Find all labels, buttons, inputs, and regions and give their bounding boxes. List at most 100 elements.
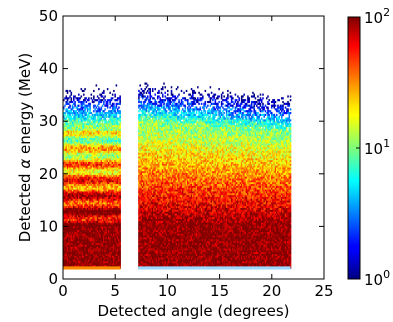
heatmap-cell xyxy=(75,189,78,192)
heatmap-cell xyxy=(119,181,121,185)
heatmap-cell xyxy=(83,191,85,194)
heatmap-cell xyxy=(79,226,81,229)
heatmap-cell xyxy=(79,146,81,150)
heatmap-cell xyxy=(71,262,74,266)
heatmap-cell xyxy=(76,213,79,216)
heatmap-cell xyxy=(80,242,83,245)
heatmap-cell xyxy=(71,181,74,185)
heatmap-cell xyxy=(63,220,65,223)
heatmap-cell xyxy=(119,135,121,139)
heatmap-cell xyxy=(76,240,79,244)
heatmap-cell xyxy=(71,123,74,126)
heatmap-cell xyxy=(103,89,105,93)
heatmap-cell xyxy=(84,132,86,135)
heatmap-cell xyxy=(79,150,81,153)
heatmap-cell xyxy=(66,194,69,197)
heatmap-cell xyxy=(81,180,84,183)
heatmap-cell xyxy=(78,137,80,140)
heatmap-cell xyxy=(74,154,76,157)
heatmap-cell xyxy=(70,224,73,227)
heatmap-cell xyxy=(80,170,83,174)
heatmap-cell xyxy=(86,229,89,232)
heatmap-cell xyxy=(90,251,93,255)
heatmap-cell xyxy=(84,216,86,220)
heatmap-cell xyxy=(91,161,94,164)
heatmap-cell xyxy=(79,205,81,209)
heatmap-cell xyxy=(86,172,89,175)
heatmap-cell xyxy=(86,165,89,168)
heatmap-cell xyxy=(65,209,68,212)
heatmap-cell xyxy=(81,211,84,214)
heatmap-cell xyxy=(69,117,71,120)
heatmap-cell xyxy=(94,198,96,201)
heatmap-cell xyxy=(75,130,78,133)
heatmap-cell xyxy=(66,244,69,247)
heatmap-cell xyxy=(88,205,90,209)
heatmap-cell xyxy=(71,226,74,229)
heatmap-cell xyxy=(95,242,98,245)
heatmap-cell xyxy=(79,213,81,216)
heatmap-cell xyxy=(105,119,108,122)
heatmap-cell xyxy=(84,181,86,185)
heatmap-cell xyxy=(75,202,78,205)
heatmap-cell xyxy=(64,128,66,131)
heatmap-cell xyxy=(115,84,118,87)
heatmap-cell xyxy=(63,124,65,128)
heatmap-cell xyxy=(65,255,68,258)
heatmap-cell xyxy=(70,257,73,260)
heatmap-cell xyxy=(81,119,84,122)
heatmap-cell xyxy=(78,172,80,175)
heatmap-cell xyxy=(88,259,90,262)
heatmap-cell xyxy=(65,196,68,199)
heatmap-cell xyxy=(85,187,88,190)
heatmap-cell xyxy=(83,207,85,210)
heatmap-cell xyxy=(94,253,96,256)
heatmap-cell xyxy=(83,167,85,170)
heatmap-cell xyxy=(84,148,86,151)
heatmap-cell xyxy=(86,244,89,247)
heatmap-cell xyxy=(89,137,91,140)
heatmap-cell xyxy=(74,253,76,256)
heatmap-cell xyxy=(85,141,88,144)
heatmap-cell xyxy=(81,110,84,113)
heatmap-cell xyxy=(70,176,73,179)
heatmap-cell xyxy=(83,123,85,126)
heatmap-cell xyxy=(70,174,73,177)
heatmap-cell xyxy=(81,198,84,201)
heatmap-cell xyxy=(90,253,93,256)
heatmap-cell xyxy=(95,113,98,116)
heatmap-cell xyxy=(73,209,75,212)
heatmap-cell xyxy=(74,123,76,126)
heatmap-cell xyxy=(89,246,91,249)
heatmap-cell xyxy=(100,117,103,120)
heatmap-cell xyxy=(74,104,76,107)
heatmap-cell xyxy=(73,205,75,209)
heatmap-cell xyxy=(75,193,78,196)
heatmap-cell xyxy=(63,161,65,164)
heatmap-cell xyxy=(76,227,79,231)
heatmap-cell xyxy=(115,104,118,107)
heatmap-cell xyxy=(81,176,84,179)
heatmap-cell xyxy=(79,159,81,162)
heatmap-cell xyxy=(88,121,90,124)
heatmap-cell xyxy=(119,231,121,234)
heatmap-cell xyxy=(71,161,74,164)
heatmap-cell xyxy=(71,204,74,207)
heatmap-cell xyxy=(119,145,121,148)
heatmap-cell xyxy=(71,213,74,216)
heatmap-cell xyxy=(74,152,76,155)
heatmap-cell xyxy=(69,183,71,186)
heatmap-cell xyxy=(80,194,83,197)
heatmap-cell xyxy=(86,121,89,124)
heatmap-cell xyxy=(81,189,84,192)
heatmap-cell xyxy=(69,246,71,249)
heatmap-cell xyxy=(71,200,74,203)
heatmap-cell xyxy=(78,130,80,133)
heatmap-cell xyxy=(91,255,94,258)
heatmap-cell xyxy=(91,123,94,126)
heatmap-cell xyxy=(69,113,71,116)
heatmap-cell xyxy=(63,216,65,220)
heatmap-cell xyxy=(68,176,70,179)
heatmap-cell xyxy=(80,198,83,201)
heatmap-cell xyxy=(65,180,68,183)
